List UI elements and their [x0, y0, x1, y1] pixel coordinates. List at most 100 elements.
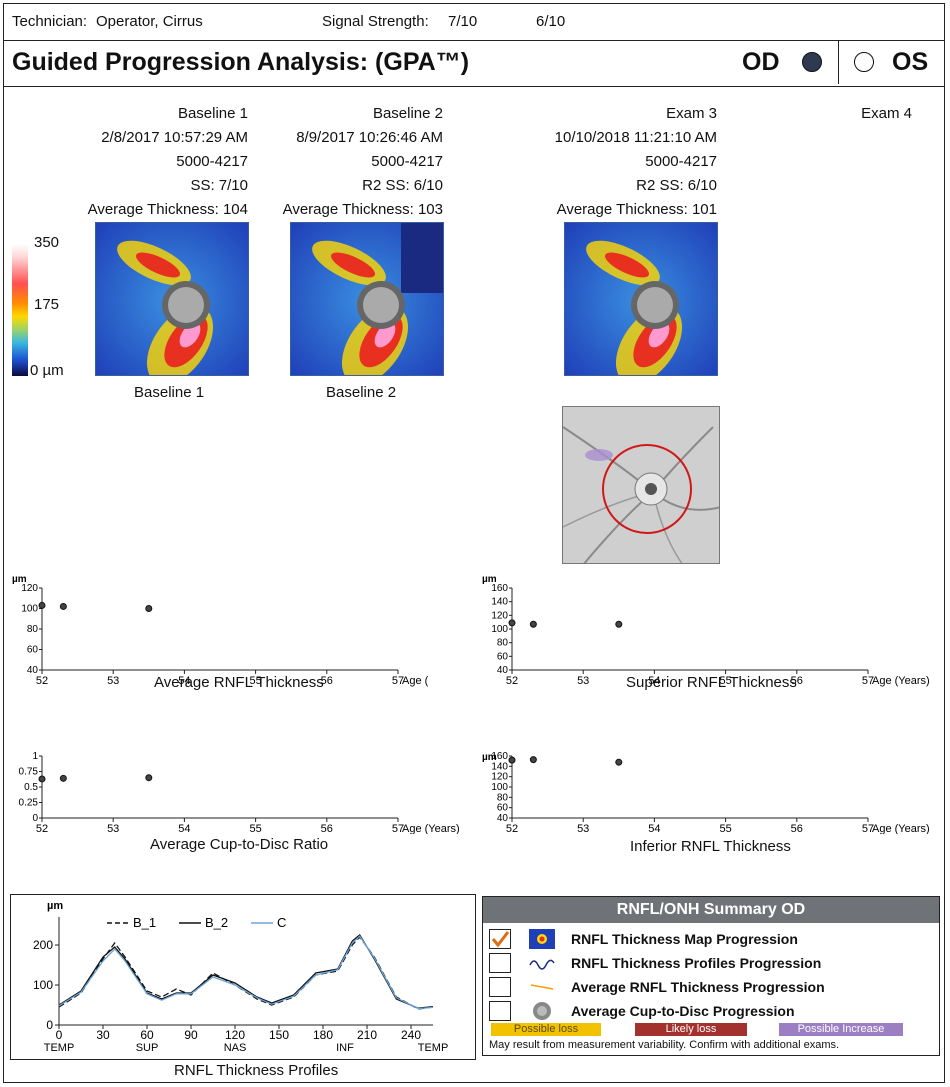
y-tick-label: 0.75 — [19, 767, 39, 778]
exam-avg-thickness: Average Thickness: 101 — [556, 201, 717, 218]
report-header: Technician: Operator, Cirrus Signal Stre… — [4, 4, 944, 41]
y-tick-label: 80 — [27, 624, 39, 635]
y-tick-label: 40 — [497, 813, 509, 824]
x-tick-label: 54 — [178, 675, 190, 687]
summary-row-label: RNFL Thickness Map Progression — [571, 931, 798, 947]
y-tick-label: 0.25 — [19, 798, 39, 809]
x-tick-label: 54 — [648, 675, 660, 687]
profile-region-label: TEMP — [44, 1042, 75, 1054]
summary-row-label: RNFL Thickness Profiles Progression — [571, 955, 822, 971]
legend-likely-loss: Likely loss — [635, 1023, 747, 1036]
scale-mid-label: 175 — [34, 296, 60, 313]
x-axis-label: Age (Years) — [872, 675, 930, 687]
map-caption-baseline-2: Baseline 2 — [326, 384, 397, 401]
profile-x-tick-label: 210 — [357, 1028, 377, 1042]
x-tick-label: 57 — [392, 823, 404, 834]
exam-id: 5000-4217 — [371, 153, 443, 170]
title-bar: Guided Progression Analysis: (GPA™) OD O… — [4, 40, 944, 87]
od-selected-dot-icon[interactable] — [802, 52, 822, 72]
y-tick-label: 1 — [32, 751, 38, 762]
x-tick-label: 54 — [178, 823, 190, 834]
profile-x-tick-label: 240 — [401, 1028, 421, 1042]
x-tick-label: 53 — [577, 823, 589, 834]
profile-chart-box: µm 0 100 200 0 30 60 90 120 150 180 210 240 TEMP SUP NA… — [10, 894, 476, 1060]
map-progression-checkbox[interactable] — [489, 929, 511, 949]
x-tick-label: 52 — [506, 675, 518, 687]
x-tick-label: 55 — [719, 675, 731, 687]
thickness-map-exam-3 — [564, 222, 718, 376]
legend-label: C — [277, 915, 286, 930]
y-tick-label: 0.5 — [24, 782, 38, 793]
exam-avg-thickness: Average Thickness: 103 — [282, 201, 443, 218]
y-tick-label: 100 — [491, 782, 508, 793]
y-tick-label: 80 — [497, 638, 509, 649]
exam-ss: R2 SS: 6/10 — [362, 177, 443, 194]
signal-strength-value-1: 7/10 — [448, 13, 478, 30]
eye-od-label[interactable]: OD — [742, 48, 780, 76]
data-point — [145, 774, 153, 782]
summary-box: RNFL/ONH Summary OD RNFL Thickness Map P… — [482, 896, 940, 1056]
legend-label: B_2 — [205, 915, 228, 930]
profile-region-label: TEMP — [418, 1042, 449, 1054]
dash-line-icon — [530, 984, 554, 990]
exam-info-baseline-2: Baseline 2 8/9/2017 10:26:46 AM 5000-421… — [283, 102, 443, 222]
legend-label: B_1 — [133, 915, 156, 930]
os-unselected-dot-icon[interactable] — [854, 52, 874, 72]
profile-x-tick-label: 60 — [140, 1028, 154, 1042]
plot-unit-label: µm — [12, 574, 27, 585]
exam-info-exam-3: Exam 3 10/10/2018 11:21:10 AM 5000-4217 … — [555, 102, 717, 222]
exam-ss: SS: 7/10 — [190, 177, 248, 194]
optic-disc-icon — [533, 1002, 551, 1020]
profile-region-label: SUP — [136, 1042, 159, 1054]
profile-x-tick-label: 90 — [184, 1028, 198, 1042]
data-point — [59, 602, 67, 610]
technician-value: Operator, Cirrus — [96, 13, 203, 30]
profile-x-tick-label: 30 — [96, 1028, 110, 1042]
checkmark-icon — [491, 931, 510, 948]
map-caption-baseline-1: Baseline 1 — [134, 384, 205, 401]
data-point — [508, 756, 516, 764]
y-tick-label: 0 — [32, 813, 38, 824]
profile-x-tick-label: 150 — [269, 1028, 289, 1042]
plot-title-superior-rnfl: Superior RNFL Thickness — [626, 674, 797, 691]
technician-label: Technician: — [12, 13, 88, 30]
profile-chart-title: RNFL Thickness Profiles — [174, 1062, 339, 1079]
x-tick-label: 55 — [719, 823, 731, 834]
profiles-progression-checkbox[interactable] — [489, 953, 511, 973]
summary-title: RNFL/ONH Summary OD — [483, 897, 939, 923]
x-tick-label: 57 — [392, 675, 404, 687]
fundus-image — [562, 406, 720, 564]
x-tick-label: 55 — [249, 675, 261, 687]
y-tick-label: 40 — [497, 665, 509, 676]
signal-strength-value-2: 6/10 — [536, 13, 566, 30]
data-point — [508, 619, 516, 627]
x-axis-label: Age (Years) — [872, 823, 930, 834]
y-tick-label: 40 — [27, 665, 39, 676]
average-progression-checkbox[interactable] — [489, 977, 511, 997]
y-tick-label: 140 — [491, 761, 508, 772]
x-axis-label: Age (Years) — [402, 823, 460, 834]
exam-datetime: 2/8/2017 10:57:29 AM — [101, 129, 248, 146]
x-tick-label: 52 — [36, 823, 48, 834]
exam-name: Baseline 1 — [177, 105, 248, 122]
y-tick-label: 120 — [21, 583, 38, 594]
x-tick-label: 56 — [321, 675, 333, 687]
page-title: Guided Progression Analysis: (GPA™) — [12, 48, 470, 76]
x-tick-label: 54 — [648, 823, 660, 834]
cup-disc-progression-checkbox[interactable] — [489, 1001, 511, 1021]
profile-y-tick-label: 0 — [46, 1018, 53, 1032]
profile-series-B_2 — [58, 934, 434, 1009]
eye-os-label[interactable]: OS — [892, 48, 929, 76]
x-tick-label: 53 — [577, 675, 589, 687]
wave-line-icon — [529, 959, 555, 970]
thickness-map-baseline-2 — [290, 222, 444, 376]
y-tick-label: 80 — [497, 792, 509, 803]
profile-y-tick-label: 200 — [33, 938, 53, 952]
profile-x-tick-label: 180 — [313, 1028, 333, 1042]
data-point — [615, 620, 623, 628]
x-tick-label: 52 — [36, 675, 48, 687]
